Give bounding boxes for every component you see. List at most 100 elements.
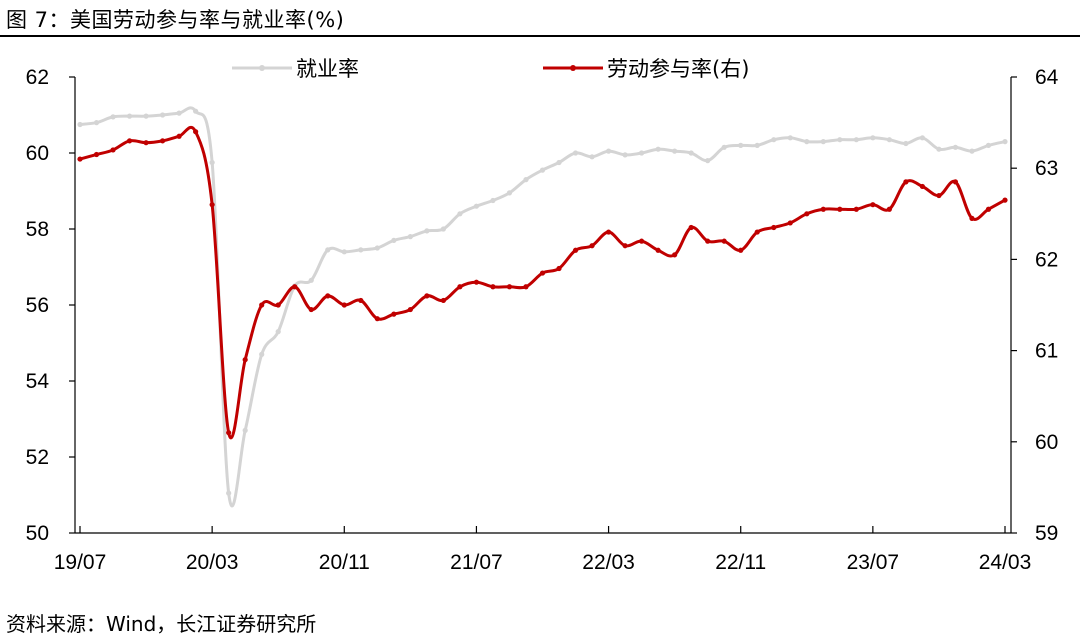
right-tick-label: 64	[1035, 66, 1059, 89]
employment-data-point	[259, 351, 265, 357]
participation-series-line	[79, 125, 1006, 440]
employment-data-point	[159, 112, 166, 118]
employment-data-point	[126, 113, 133, 119]
employment-data-point	[490, 197, 496, 204]
participation-data-point	[539, 270, 546, 276]
right-tick-label: 61	[1035, 340, 1058, 363]
employment-data-point	[226, 490, 232, 496]
participation-data-point	[226, 430, 232, 436]
left-tick-label: 62	[26, 66, 49, 89]
participation-data-point	[374, 316, 380, 322]
participation-data-point	[936, 192, 942, 199]
participation-data-point	[605, 229, 612, 235]
chart-plot	[77, 106, 1008, 508]
participation-data-point	[787, 220, 793, 226]
x-tick-label: 24/03	[979, 551, 1032, 574]
participation-data-point	[209, 202, 215, 208]
employment-data-point	[93, 120, 100, 126]
employment-data-point	[143, 113, 149, 119]
participation-data-point	[639, 238, 645, 244]
participation-data-point	[126, 138, 133, 144]
participation-data-point	[308, 306, 314, 313]
employment-data-point	[721, 144, 727, 150]
employment-data-point	[556, 159, 562, 166]
x-tick-label: 20/03	[186, 551, 239, 574]
right-tick-label: 62	[1035, 248, 1058, 271]
right-tick-label: 63	[1035, 157, 1058, 180]
right-tick-label: 60	[1035, 431, 1058, 454]
participation-data-point	[407, 306, 413, 313]
participation-data-point	[506, 284, 513, 290]
participation-data-point	[391, 311, 397, 317]
participation-data-point	[159, 138, 166, 144]
participation-data-point	[622, 243, 628, 249]
participation-data-point	[870, 202, 876, 208]
participation-data-point	[771, 224, 777, 231]
employment-data-point	[771, 137, 777, 143]
employment-data-point	[539, 167, 546, 173]
left-tick-label: 54	[26, 370, 50, 393]
employment-data-point	[358, 247, 364, 253]
participation-data-point	[176, 133, 182, 139]
employment-data-point	[622, 152, 628, 158]
left-tick-label: 52	[26, 446, 49, 469]
participation-data-point	[985, 206, 992, 212]
x-tick-label: 20/11	[319, 551, 370, 574]
x-tick-label: 21/07	[450, 551, 503, 574]
employment-data-point	[969, 148, 975, 154]
participation-data-point	[721, 238, 727, 244]
participation-data-point	[919, 183, 926, 190]
participation-data-point	[837, 206, 843, 212]
employment-data-point	[325, 247, 331, 253]
left-tick-label: 56	[26, 294, 49, 317]
employment-data-point	[176, 110, 182, 116]
participation-data-point	[473, 279, 480, 285]
employment-data-point	[754, 142, 760, 148]
employment-data-point	[407, 234, 413, 240]
participation-legend-label: 劳动参与率(右)	[607, 57, 749, 81]
employment-data-point	[374, 245, 380, 251]
participation-data-point	[754, 229, 760, 235]
participation-data-point	[490, 284, 496, 290]
source-note: 资料来源：Wind，长江证券研究所	[6, 612, 317, 636]
employment-data-point	[1002, 139, 1008, 145]
participation-data-point	[952, 179, 959, 185]
participation-data-point	[672, 252, 678, 258]
participation-data-point	[110, 147, 116, 153]
participation-data-point	[457, 284, 463, 290]
employment-data-point	[275, 329, 281, 335]
participation-data-point	[193, 129, 199, 135]
participation-data-point	[143, 140, 149, 146]
participation-data-point	[259, 302, 265, 308]
chart-axes: 50 52 54 56 58 60 62 59 60 61 62 63 64 19/07 20/03 20/1…	[26, 66, 1059, 574]
employment-data-point	[440, 226, 446, 232]
employment-data-point	[209, 159, 215, 166]
employment-data-point	[853, 137, 859, 143]
employment-data-point	[672, 148, 678, 154]
figure-title: 图 7：美国劳动参与率与就业率(%)	[6, 8, 345, 32]
employment-data-point	[655, 146, 661, 152]
x-tick-label: 22/11	[715, 551, 766, 574]
participation-data-point	[589, 243, 595, 249]
participation-data-point	[556, 265, 562, 272]
participation-data-point	[358, 297, 364, 304]
participation-data-point	[655, 247, 661, 253]
employment-data-point	[193, 108, 199, 114]
participation-data-point	[705, 238, 711, 244]
participation-data-point	[440, 297, 446, 304]
left-tick-label: 60	[26, 142, 49, 165]
employment-data-point	[787, 135, 793, 141]
employment-data-point	[77, 121, 83, 128]
employment-data-point	[738, 142, 744, 148]
employment-data-point	[903, 140, 909, 147]
employment-data-point	[506, 190, 513, 196]
participation-data-point	[853, 206, 859, 212]
participation-data-point	[903, 179, 909, 185]
participation-data-point	[820, 206, 826, 212]
participation-data-point	[1002, 197, 1008, 203]
employment-data-point	[341, 249, 347, 255]
employment-data-point	[605, 148, 612, 154]
participation-data-point	[275, 302, 281, 308]
participation-data-point	[93, 151, 100, 158]
